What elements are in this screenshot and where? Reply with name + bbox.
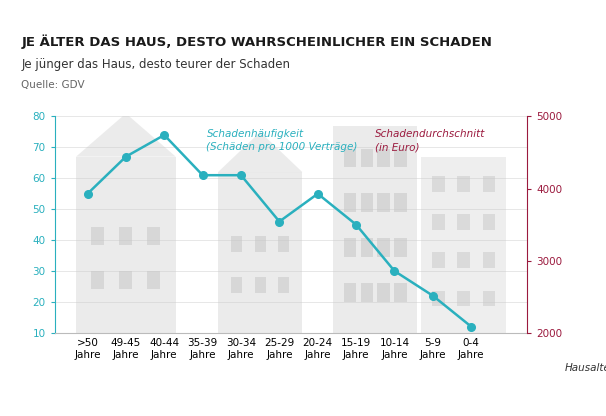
Bar xyxy=(344,149,356,167)
Bar xyxy=(482,253,495,268)
Bar xyxy=(255,236,265,253)
Bar xyxy=(278,277,289,292)
Bar xyxy=(378,193,390,212)
Bar xyxy=(344,283,356,302)
Text: Schadenhäufigkeit
(Schäden pro 1000 Verträge): Schadenhäufigkeit (Schäden pro 1000 Vert… xyxy=(207,129,358,152)
Bar xyxy=(432,253,445,268)
Bar xyxy=(255,277,265,292)
Bar xyxy=(457,176,470,192)
Bar xyxy=(395,149,407,167)
Bar xyxy=(147,271,161,289)
Bar xyxy=(482,214,495,230)
Bar xyxy=(395,283,407,302)
Bar xyxy=(395,193,407,212)
Bar xyxy=(378,283,390,302)
Bar xyxy=(361,193,373,212)
Bar xyxy=(344,238,356,257)
Bar xyxy=(361,283,373,302)
Bar xyxy=(231,236,242,253)
Bar xyxy=(421,157,506,333)
Bar xyxy=(457,290,470,306)
Bar xyxy=(344,193,356,212)
Text: Schadendurchschnitt
(in Euro): Schadendurchschnitt (in Euro) xyxy=(375,129,485,152)
Bar xyxy=(231,277,242,292)
Text: Quelle: GDV: Quelle: GDV xyxy=(21,80,85,90)
Bar xyxy=(361,149,373,167)
Bar xyxy=(76,157,176,333)
Bar xyxy=(119,271,132,289)
Bar xyxy=(92,227,104,245)
Bar xyxy=(482,290,495,306)
Bar xyxy=(482,176,495,192)
Bar xyxy=(432,176,445,192)
Text: JE ÄLTER DAS HAUS, DESTO WAHRSCHEINLICHER EIN SCHADEN: JE ÄLTER DAS HAUS, DESTO WAHRSCHEINLICHE… xyxy=(21,34,492,49)
Text: Je jünger das Haus, desto teurer der Schaden: Je jünger das Haus, desto teurer der Sch… xyxy=(21,58,290,71)
Bar xyxy=(432,214,445,230)
Bar xyxy=(361,238,373,257)
Bar xyxy=(333,126,418,333)
Bar xyxy=(432,290,445,306)
Bar xyxy=(92,271,104,289)
Bar xyxy=(457,214,470,230)
Bar xyxy=(395,238,407,257)
Bar xyxy=(378,238,390,257)
Bar xyxy=(119,227,132,245)
Bar xyxy=(378,149,390,167)
Bar xyxy=(457,253,470,268)
Polygon shape xyxy=(76,114,176,157)
Bar xyxy=(278,236,289,253)
Bar xyxy=(218,172,302,333)
Text: Hausalter: Hausalter xyxy=(565,363,606,373)
Bar xyxy=(147,227,161,245)
Polygon shape xyxy=(218,132,302,172)
